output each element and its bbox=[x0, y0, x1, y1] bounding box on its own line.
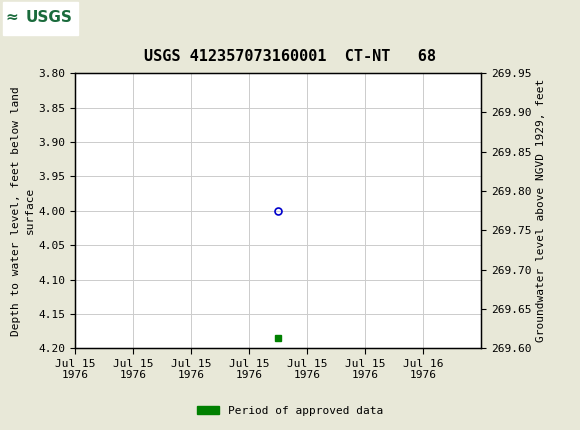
Legend: Period of approved data: Period of approved data bbox=[193, 401, 387, 420]
Bar bbox=[3, 2, 78, 35]
Y-axis label: Depth to water level, feet below land
surface: Depth to water level, feet below land su… bbox=[12, 86, 35, 335]
Text: USGS 412357073160001  CT-NT   68: USGS 412357073160001 CT-NT 68 bbox=[144, 49, 436, 64]
Text: USGS: USGS bbox=[26, 10, 73, 25]
Y-axis label: Groundwater level above NGVD 1929, feet: Groundwater level above NGVD 1929, feet bbox=[536, 79, 546, 342]
Text: ≈: ≈ bbox=[6, 10, 19, 25]
